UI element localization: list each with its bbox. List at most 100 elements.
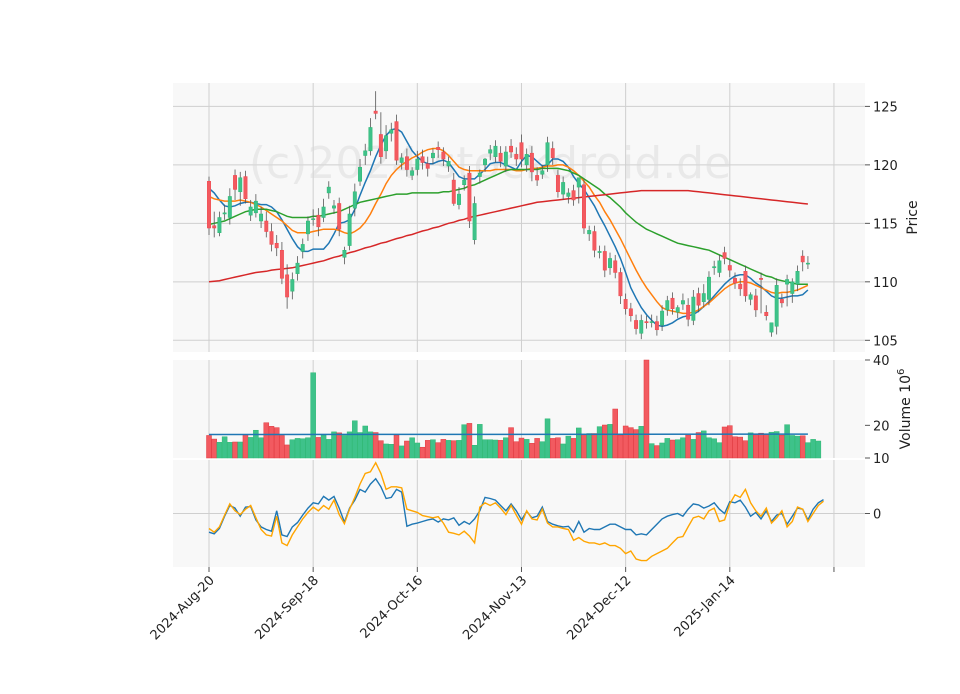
volume-bar — [363, 426, 368, 458]
volume-bar — [456, 440, 461, 458]
volume-bar — [717, 443, 722, 458]
candle-body — [535, 175, 538, 180]
volume-bar — [384, 444, 389, 458]
candle-body — [525, 154, 528, 165]
candle-body — [353, 192, 356, 208]
candle-body — [457, 194, 460, 205]
volume-bar — [696, 433, 701, 458]
candle-body — [265, 221, 268, 232]
volume-bar — [498, 440, 503, 458]
candle-body — [390, 130, 393, 134]
volume-bar — [743, 441, 748, 458]
candle-body — [494, 146, 497, 157]
volume-tick-label: 20 — [873, 419, 890, 434]
candle-body — [306, 221, 309, 234]
candle-body — [509, 146, 512, 152]
candle-body — [676, 308, 679, 313]
volume-bar — [378, 441, 383, 458]
candle-body — [567, 193, 570, 197]
candle-body — [447, 161, 450, 166]
volume-bar — [404, 441, 409, 458]
candle-body — [244, 177, 247, 199]
x-tick-label: 2024-Nov-13 — [460, 573, 530, 643]
volume-bar — [623, 426, 628, 458]
volume-bar — [811, 439, 816, 458]
price-axis-label: Price — [905, 200, 921, 234]
volume-bar — [259, 438, 264, 458]
candle-body — [718, 261, 721, 273]
candle-body — [332, 206, 335, 208]
volume-bar — [774, 432, 779, 458]
volume-tick-label: 10 — [873, 452, 890, 467]
candle-body — [593, 232, 596, 251]
volume-bar — [462, 425, 467, 458]
volume-bar — [347, 432, 352, 458]
volume-bar — [555, 438, 560, 458]
osc-tick-label: 0 — [873, 508, 881, 523]
candle-body — [270, 232, 273, 245]
volume-bar — [509, 428, 514, 458]
x-tick-label: 2024-Sep-18 — [252, 573, 322, 643]
volume-bar — [712, 439, 717, 458]
volume-bar — [686, 435, 691, 458]
volume-bar — [311, 373, 316, 458]
volume-bar — [373, 433, 378, 458]
candle-body — [775, 285, 778, 326]
candle-body — [410, 171, 413, 176]
candle-body — [739, 284, 742, 289]
candle-body — [634, 320, 637, 328]
candle-body — [473, 203, 476, 239]
candle-body — [384, 136, 387, 151]
candle-body — [452, 180, 455, 203]
candle-body — [218, 218, 221, 233]
candle-body — [301, 244, 304, 251]
candle-body — [499, 153, 502, 161]
candle-body — [801, 256, 804, 262]
volume-bar — [529, 443, 534, 458]
volume-axis-exponent: 6 — [896, 369, 907, 375]
candle-body — [291, 279, 294, 291]
volume-bar — [785, 425, 790, 458]
candle-body — [462, 180, 465, 185]
candle-body — [577, 178, 580, 187]
volume-bar — [368, 432, 373, 458]
candle-body — [598, 251, 601, 252]
candle-body — [692, 297, 695, 320]
volume-bar — [576, 428, 581, 458]
volume-bar — [587, 434, 592, 459]
candle-body — [619, 272, 622, 295]
volume-bar — [764, 434, 769, 458]
candle-body — [400, 158, 403, 163]
candle-body — [666, 301, 669, 310]
candle-body — [655, 322, 658, 330]
volume-bar — [472, 445, 477, 458]
volume-bar — [722, 427, 727, 458]
candle-body — [395, 122, 398, 161]
candle-body — [770, 323, 773, 332]
volume-bar — [451, 441, 456, 458]
candle-body — [296, 263, 299, 274]
candle-body — [478, 173, 481, 177]
candle-body — [614, 261, 617, 273]
candle-body — [780, 299, 783, 303]
candle-body — [671, 298, 674, 309]
candle-body — [640, 320, 643, 333]
volume-bar — [561, 444, 566, 458]
volume-bar — [639, 426, 644, 458]
candle-body — [608, 258, 611, 267]
candle-body — [806, 263, 809, 264]
candle-body — [603, 251, 606, 270]
candle-body — [744, 271, 747, 296]
volume-bar — [243, 434, 248, 458]
volume-axis-label: Volume 106 — [896, 369, 914, 450]
volume-bar — [733, 437, 738, 458]
volume-bar — [493, 440, 498, 458]
candle-body — [358, 167, 361, 181]
candle-body — [249, 207, 252, 215]
candle-body — [660, 311, 663, 325]
candle-body — [712, 267, 715, 268]
volume-bar — [581, 434, 586, 458]
volume-bar — [399, 446, 404, 458]
candle-body — [546, 143, 549, 165]
volume-bar — [691, 439, 696, 458]
